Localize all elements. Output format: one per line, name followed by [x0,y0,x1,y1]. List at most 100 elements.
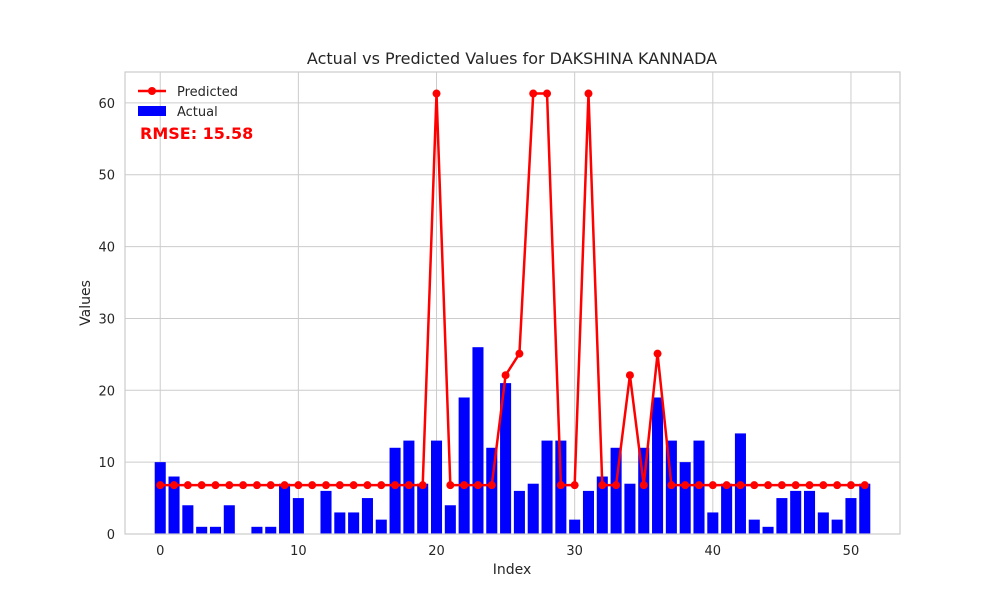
predicted-point [377,481,386,490]
predicted-point [294,481,303,490]
legend-actual-label: Actual [177,105,218,120]
actual-bar [569,519,581,534]
y-axis-label: Values [78,280,94,326]
y-tick-label: 30 [98,312,115,327]
actual-bar [223,505,235,534]
legend-actual-swatch [138,106,166,116]
actual-bar [292,498,304,534]
actual-bar [320,490,332,534]
predicted-point [197,481,206,490]
actual-bar [361,498,373,534]
y-tick-label: 60 [98,97,115,112]
actual-bar [624,483,636,534]
predicted-point [335,481,344,490]
predicted-point [487,481,496,490]
predicted-point [819,481,828,490]
actual-bar [251,526,263,534]
predicted-point [225,481,234,490]
actual-bar [430,440,443,534]
actual-bar [817,512,829,534]
actual-bar [596,476,608,534]
predicted-point [170,481,179,490]
predicted-point [667,481,676,490]
predicted-point [708,481,717,490]
actual-bar [721,483,733,534]
predicted-point [280,481,289,490]
predicted-point [501,371,510,380]
predicted-point [239,481,248,490]
actual-bar [513,490,525,534]
rmse-annotation: RMSE: 15.58 [140,124,253,143]
predicted-point [363,481,372,490]
actual-bar [762,526,774,534]
actual-bar [845,498,857,534]
predicted-point [764,481,773,490]
actual-bar [859,483,871,534]
legend-predicted-marker [148,87,156,95]
actual-bar [279,483,291,534]
predicted-point [322,481,331,490]
predicted-line [160,92,865,487]
actual-bar [265,526,277,534]
actual-bar [541,440,553,534]
predicted-point [515,349,524,358]
x-tick-label: 30 [566,544,583,559]
predicted-series [156,89,869,490]
x-axis-label: Index [493,562,532,578]
predicted-point [625,371,634,380]
predicted-point [446,481,455,490]
x-tick-label: 40 [705,544,722,559]
predicted-point [722,481,731,490]
predicted-point [543,89,552,98]
predicted-point [791,481,800,490]
y-tick-label: 0 [107,528,115,543]
x-tick-label: 0 [156,544,164,559]
actual-bar [831,519,843,534]
predicted-point [404,481,413,490]
predicted-point [653,349,662,358]
actual-bar [486,447,498,534]
actual-bar [707,512,719,534]
actual-bar [334,512,346,534]
predicted-point [694,481,703,490]
actual-bar [154,462,166,534]
actual-bar [803,490,816,534]
predicted-point [612,481,621,490]
predicted-point [432,89,441,98]
plot-frame [124,71,901,535]
actual-bar [458,397,470,534]
legend: Predicted Actual [138,85,238,120]
actual-bar [444,505,456,534]
predicted-point [183,481,192,490]
predicted-point [736,481,745,490]
predicted-point [598,481,607,490]
predicted-point [777,481,786,490]
predicted-point [473,481,482,490]
actual-bar [389,447,401,534]
x-tick-label: 10 [290,544,307,559]
predicted-point [750,481,759,490]
actual-bar [679,462,691,534]
actual-bar [472,347,484,534]
predicted-point [266,481,275,490]
actual-bar [527,483,539,534]
predicted-point [570,481,579,490]
actual-bar [652,397,664,534]
predicted-point [252,481,261,490]
actual-bar [209,526,222,534]
actual-bar [582,490,595,534]
predicted-point [308,481,317,490]
y-tick-label: 20 [98,384,115,399]
legend-predicted-label: Predicted [177,85,238,100]
predicted-point [349,481,358,490]
predicted-point [391,481,400,490]
actual-bar [417,483,429,534]
y-tick-label: 50 [98,169,115,184]
predicted-point [460,481,469,490]
actual-bar [610,447,622,534]
y-tick-labels: 0 10 20 30 40 50 60 [98,97,115,543]
actual-bar [790,490,802,534]
predicted-point [529,89,538,98]
actual-bar [748,519,760,534]
predicted-point [681,481,690,490]
